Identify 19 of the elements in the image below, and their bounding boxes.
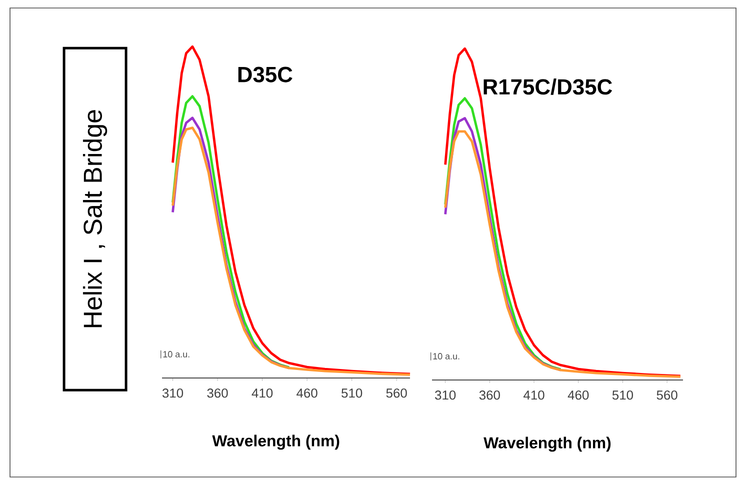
x-tick-label: 460: [568, 390, 589, 400]
text: D35C: [238, 66, 292, 82]
x-tick-label: 510: [342, 388, 362, 398]
x-tick-label: 460: [296, 388, 318, 398]
x-tick-label: 310: [162, 388, 184, 398]
x-tick-label: 560: [656, 390, 678, 400]
annotation: 10 a.u.: [433, 353, 460, 360]
x-tick-label: 560: [386, 388, 407, 398]
x-axis-title: Wavelength (nm): [212, 434, 340, 450]
annotation: 10 a.u.: [163, 351, 190, 358]
y-axis-title: Helix I , Salt Bridge: [82, 110, 108, 328]
x-tick-label: 410: [252, 388, 273, 398]
x-tick-label: 360: [479, 390, 500, 400]
x-tick-label: 310: [435, 390, 456, 400]
text: R175C/D35C: [484, 78, 612, 95]
x-tick-label: 360: [207, 388, 228, 398]
x-tick-label: 510: [612, 390, 633, 400]
x-axis-title: Wavelength (nm): [484, 436, 611, 452]
x-tick-label: 410: [524, 390, 544, 400]
